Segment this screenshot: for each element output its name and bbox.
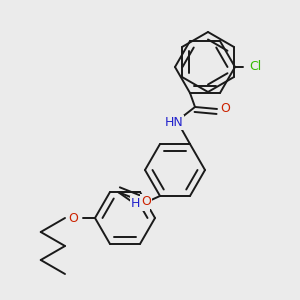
Text: O: O xyxy=(220,103,230,116)
Text: Cl: Cl xyxy=(249,61,261,74)
Text: O: O xyxy=(68,212,78,224)
Text: HN: HN xyxy=(130,197,149,211)
Text: HN: HN xyxy=(165,116,183,130)
Text: O: O xyxy=(141,196,151,208)
